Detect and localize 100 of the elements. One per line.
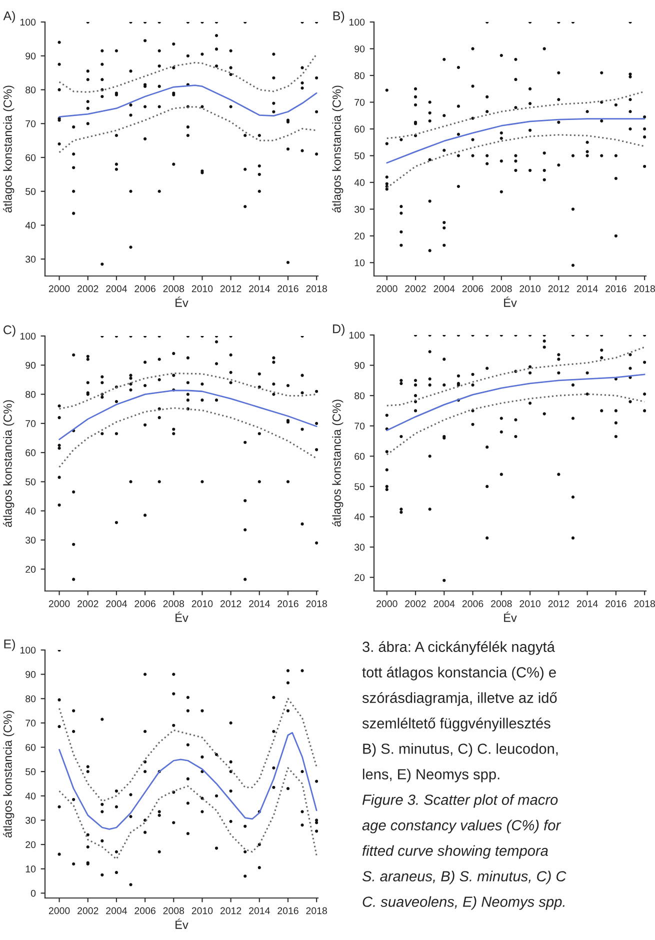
x-tick-label: 2014	[576, 600, 598, 608]
text: lens, E) Neomys spp.	[362, 768, 500, 782]
caption: Figure 3. Scatter plot of macro	[362, 794, 558, 808]
x-tick-label: 2002	[405, 285, 426, 292]
y-tick-label: 60	[26, 449, 36, 456]
y-tick-label: 30	[354, 544, 365, 551]
y-tick-label: 0	[30, 890, 36, 897]
y-tick-label: 90	[354, 45, 365, 52]
line-series	[58, 732, 318, 830]
y-tick-label: 80	[26, 86, 36, 94]
y-tick-label: 100	[20, 332, 36, 340]
x-tick-label: 2010	[192, 285, 213, 292]
line-series	[58, 698, 318, 802]
x-tick-label: 2004	[106, 600, 127, 608]
line-series	[58, 767, 318, 860]
line-series	[386, 374, 646, 432]
y-axis-title: átlagos konstancia (C%)	[3, 400, 14, 527]
line-series	[58, 53, 318, 93]
line-series	[386, 393, 646, 456]
x-tick-label: 2012	[548, 285, 569, 292]
x-tick-label: 2008	[163, 285, 184, 292]
x-tick-label: 2014	[249, 600, 270, 608]
text: szemléltető függvényillesztés	[362, 718, 550, 732]
y-axis-title: átlagos konstancia (C%)	[332, 86, 344, 212]
y-tick-label: 30	[26, 256, 36, 263]
x-tick-label: 2018	[634, 600, 655, 608]
y-axis-title: átlagos konstancia (C%)	[332, 400, 344, 526]
x-tick-label: 2000	[376, 600, 398, 608]
x-tick-label: 2006	[134, 285, 156, 292]
line-series	[58, 106, 318, 154]
y-tick-label: 50	[354, 152, 365, 160]
y-tick-label: 80	[354, 392, 365, 400]
y-tick-label: 40	[354, 179, 365, 186]
x-tick-label: 2010	[520, 285, 540, 292]
line-series	[58, 407, 318, 468]
y-tick-label: 90	[354, 362, 365, 369]
y-tick-label: 80	[354, 72, 365, 80]
y-tick-label: 80	[26, 391, 36, 398]
y-tick-label: 40	[25, 792, 36, 800]
x-tick-label: 2000	[48, 600, 70, 608]
x-tick-label: 2016	[278, 907, 298, 914]
y-tick-label: 70	[26, 120, 36, 128]
x-tick-label: 2002	[78, 285, 98, 292]
line-series	[386, 90, 646, 140]
chart-title: B)	[333, 11, 344, 23]
y-axis-title: átlagos konstancia (C%)	[3, 710, 14, 838]
y-tick-label: 50	[26, 188, 36, 195]
chart-title: D)	[333, 324, 344, 336]
y-tick-label: 60	[354, 452, 365, 460]
x-tick-label: 2016	[606, 600, 626, 608]
x-tick-label: 2012	[548, 600, 569, 608]
y-tick-label: 90	[26, 362, 36, 369]
y-axis-title: átlagos konstancia (C%)	[3, 86, 14, 212]
x-tick-label: 2010	[520, 600, 540, 608]
x-tick-label: 2014	[249, 907, 270, 914]
y-tick-label: 30	[26, 536, 36, 544]
x-tick-label: 2006	[134, 600, 156, 608]
x-tick-label: 2000	[48, 285, 70, 292]
y-tick-label: 10	[354, 259, 365, 266]
y-tick-label: 10	[26, 866, 36, 872]
chart-title: E)	[4, 639, 15, 651]
x-tick-label: 2016	[606, 285, 626, 292]
x-tick-label: 2014	[576, 285, 598, 292]
line-series	[58, 372, 318, 410]
y-tick-label: 70	[354, 422, 365, 430]
x-axis-title: Év	[176, 612, 188, 622]
text: fitted curve showing tempora	[362, 845, 548, 859]
x-tick-label: 2016	[278, 285, 298, 292]
text: age constancy values (C%) for	[362, 820, 562, 834]
x-tick-label: 2018	[634, 285, 655, 292]
y-tick-label: 100	[20, 646, 36, 654]
y-tick-label: 20	[26, 566, 36, 573]
x-tick-label: 2010	[192, 600, 213, 608]
x-tick-label: 2016	[278, 600, 298, 608]
y-tick-label: 80	[26, 695, 36, 702]
x-tick-label: 2014	[249, 285, 270, 292]
x-tick-label: 2008	[163, 907, 184, 914]
y-tick-label: 20	[354, 232, 365, 240]
x-tick-label: 2006	[462, 285, 484, 292]
line-series	[58, 84, 318, 118]
x-tick-label: 2006	[134, 907, 156, 914]
x-tick-label: 2002	[78, 600, 98, 608]
x-tick-label: 2012	[220, 285, 242, 292]
x-tick-label: 2008	[163, 600, 184, 608]
x-axis-title: Év	[504, 612, 517, 622]
y-tick-label: 90	[26, 52, 36, 60]
y-tick-label: 60	[26, 744, 36, 751]
line-series	[58, 390, 318, 440]
x-axis-title: Év	[176, 918, 188, 929]
y-tick-label: 40	[25, 222, 36, 229]
x-axis-title: Év	[176, 296, 188, 307]
y-tick-label: 100	[349, 332, 365, 339]
x-tick-label: 2010	[192, 907, 213, 914]
text: tott átlagos konstancia (C%) e	[362, 666, 556, 680]
x-tick-label: 2000	[48, 907, 70, 914]
text: szórásdiagramja, illetve az idő	[362, 692, 557, 706]
y-tick-label: 100	[20, 18, 36, 26]
y-tick-label: 70	[26, 720, 36, 727]
line-series	[386, 346, 646, 406]
x-tick-label: 2004	[106, 285, 127, 292]
